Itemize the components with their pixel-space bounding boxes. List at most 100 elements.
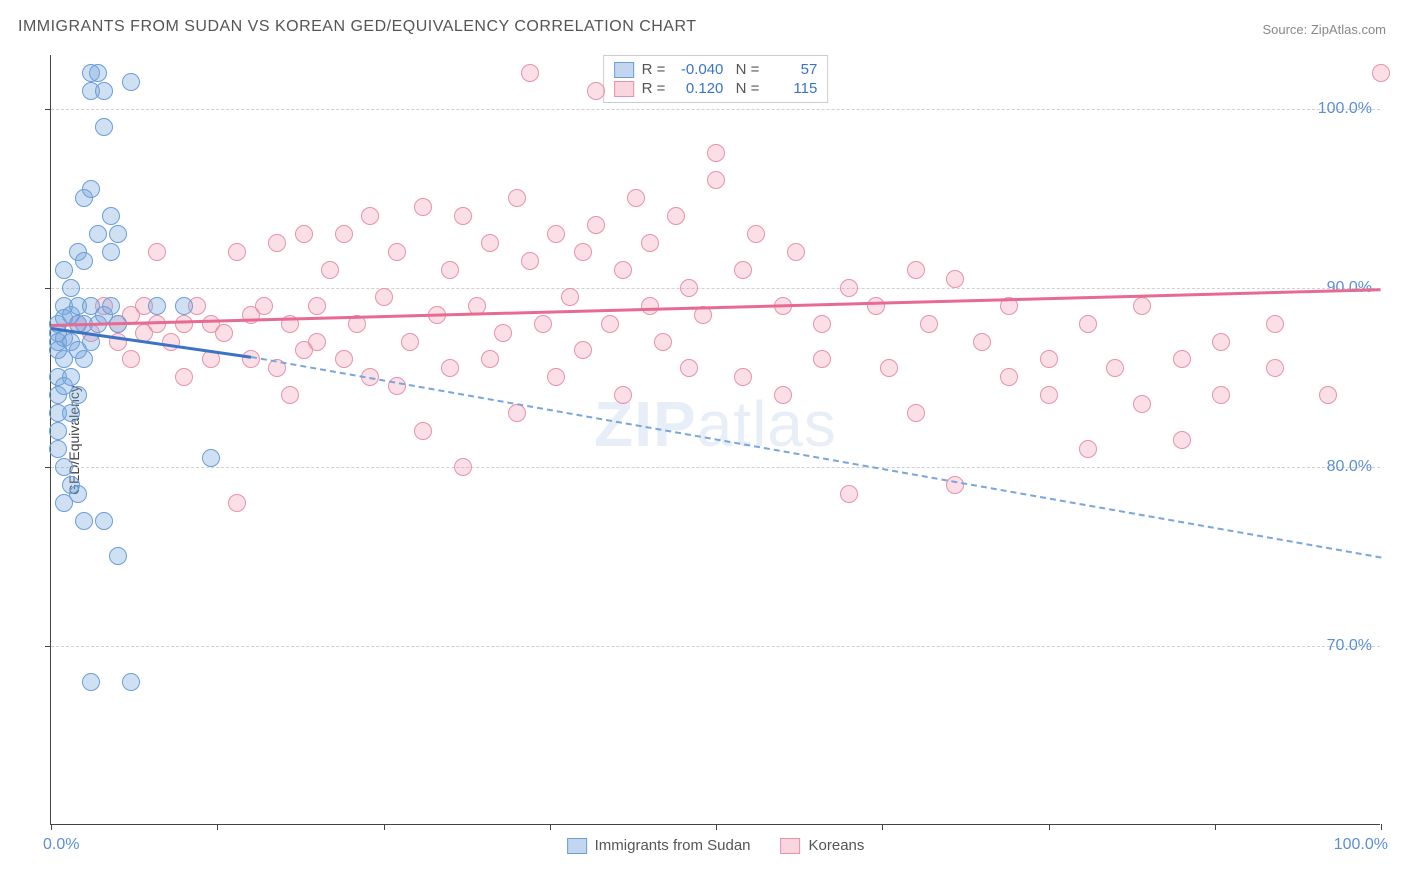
data-point: [521, 252, 539, 270]
data-point: [375, 288, 393, 306]
data-point: [521, 64, 539, 82]
data-point: [95, 118, 113, 136]
grid-line: [51, 467, 1380, 468]
data-point: [907, 404, 925, 422]
data-point: [627, 189, 645, 207]
data-point: [255, 297, 273, 315]
data-point: [441, 359, 459, 377]
data-point: [89, 225, 107, 243]
y-tick-label: 100.0%: [1318, 100, 1372, 118]
data-point: [242, 350, 260, 368]
data-point: [228, 494, 246, 512]
grid-line: [51, 646, 1380, 647]
x-axis-min-label: 0.0%: [43, 836, 79, 854]
swatch-pink: [614, 81, 634, 97]
data-point: [215, 324, 233, 342]
data-point: [920, 315, 938, 333]
data-point: [69, 386, 87, 404]
data-point: [1212, 333, 1230, 351]
data-point: [1079, 315, 1097, 333]
swatch-pink: [781, 838, 801, 854]
data-point: [1040, 350, 1058, 368]
data-point: [614, 386, 632, 404]
data-point: [102, 207, 120, 225]
data-point: [62, 368, 80, 386]
data-point: [587, 82, 605, 100]
data-point: [1133, 297, 1151, 315]
data-point: [1319, 386, 1337, 404]
grid-line: [51, 288, 1380, 289]
data-point: [82, 673, 100, 691]
data-point: [667, 207, 685, 225]
data-point: [102, 243, 120, 261]
data-point: [268, 234, 286, 252]
data-point: [481, 350, 499, 368]
chart-title: IMMIGRANTS FROM SUDAN VS KOREAN GED/EQUI…: [18, 18, 697, 36]
legend-item-koreans: Koreans: [781, 837, 865, 854]
data-point: [508, 189, 526, 207]
data-point: [454, 207, 472, 225]
data-point: [102, 297, 120, 315]
data-point: [1173, 431, 1191, 449]
data-point: [587, 216, 605, 234]
data-point: [454, 458, 472, 476]
data-point: [840, 279, 858, 297]
data-point: [1173, 350, 1191, 368]
data-point: [734, 368, 752, 386]
data-point: [494, 324, 512, 342]
data-point: [946, 476, 964, 494]
data-point: [1106, 359, 1124, 377]
data-point: [547, 368, 565, 386]
data-point: [1266, 359, 1284, 377]
data-point: [49, 440, 67, 458]
data-point: [308, 333, 326, 351]
data-point: [55, 458, 73, 476]
data-point: [441, 261, 459, 279]
data-point: [321, 261, 339, 279]
stats-legend: R = -0.040 N = 57 R = 0.120 N = 115: [603, 55, 829, 103]
data-point: [946, 270, 964, 288]
trend-line: [250, 356, 1381, 559]
data-point: [774, 386, 792, 404]
data-point: [308, 297, 326, 315]
data-point: [707, 171, 725, 189]
data-point: [1079, 440, 1097, 458]
data-point: [109, 225, 127, 243]
stats-row-koreans: R = 0.120 N = 115: [614, 79, 818, 98]
data-point: [561, 288, 579, 306]
data-point: [680, 359, 698, 377]
data-point: [840, 485, 858, 503]
data-point: [148, 243, 166, 261]
data-point: [1000, 368, 1018, 386]
y-tick-label: 80.0%: [1327, 458, 1372, 476]
data-point: [880, 359, 898, 377]
legend-item-sudan: Immigrants from Sudan: [567, 837, 751, 854]
data-point: [1266, 315, 1284, 333]
data-point: [75, 350, 93, 368]
source-attribution: Source: ZipAtlas.com: [1262, 22, 1386, 37]
swatch-blue: [567, 838, 587, 854]
data-point: [335, 350, 353, 368]
data-point: [907, 261, 925, 279]
data-point: [1212, 386, 1230, 404]
data-point: [49, 422, 67, 440]
data-point: [641, 297, 659, 315]
data-point: [654, 333, 672, 351]
data-point: [75, 512, 93, 530]
data-point: [69, 485, 87, 503]
data-point: [175, 315, 193, 333]
stats-row-sudan: R = -0.040 N = 57: [614, 60, 818, 79]
data-point: [614, 261, 632, 279]
data-point: [680, 279, 698, 297]
data-point: [175, 297, 193, 315]
data-point: [813, 350, 831, 368]
grid-line: [51, 109, 1380, 110]
data-point: [122, 350, 140, 368]
data-point: [82, 180, 100, 198]
data-point: [95, 512, 113, 530]
data-point: [62, 279, 80, 297]
data-point: [281, 386, 299, 404]
data-point: [534, 315, 552, 333]
data-point: [734, 261, 752, 279]
data-point: [1133, 395, 1151, 413]
